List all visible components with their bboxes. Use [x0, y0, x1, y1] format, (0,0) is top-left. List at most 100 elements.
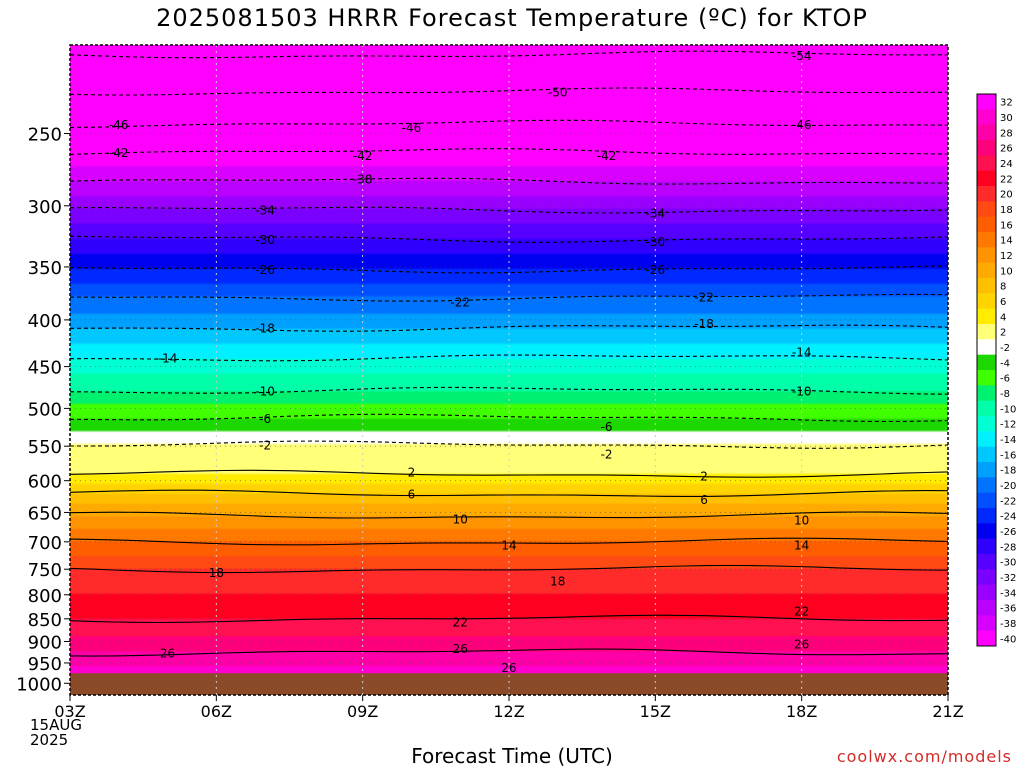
colorbar-swatch — [977, 569, 996, 586]
colorbar-swatch — [977, 630, 996, 647]
isotherm-line — [69, 87, 948, 96]
y-tick-label: 900 — [28, 632, 62, 653]
contour-label: -42 — [109, 146, 129, 160]
colorbar-label: -10 — [1000, 404, 1016, 415]
colorbar-label: 6 — [1000, 297, 1006, 308]
colorbar-swatch — [977, 324, 996, 340]
isotherm-line — [69, 614, 949, 624]
contour-label: -46 — [792, 118, 812, 132]
x-tick-label: 21Z — [932, 702, 963, 721]
colorbar-swatch — [977, 232, 996, 248]
colorbar-swatch — [977, 462, 996, 478]
colorbar-label: 16 — [1000, 220, 1013, 231]
contour-label: -42 — [597, 149, 617, 163]
contour-label: -10 — [792, 385, 812, 399]
colorbar-swatch — [977, 278, 996, 294]
colorbar-label: -26 — [1000, 527, 1016, 538]
colorbar-label: 28 — [1000, 128, 1013, 139]
x-tick-label: 15Z — [640, 702, 671, 721]
isotherm-line — [69, 324, 949, 332]
colorbar-swatch — [977, 446, 996, 463]
y-tick-label: 700 — [28, 533, 62, 554]
colorbar-label: 8 — [1000, 282, 1006, 293]
colorbar-swatch — [977, 247, 996, 264]
contour-label: 14 — [501, 539, 516, 553]
contour-label: -14 — [792, 345, 812, 359]
y-tick-label: 600 — [28, 472, 62, 493]
colorbar-swatch — [977, 477, 996, 494]
isotherm-line — [69, 119, 949, 128]
y-tick-label: 550 — [28, 437, 62, 458]
isotherm-line — [69, 235, 949, 243]
contour-label: -6 — [259, 412, 271, 426]
colorbar-swatch — [977, 416, 996, 432]
colorbar-swatch — [977, 492, 996, 509]
y-tick-label: 250 — [28, 124, 62, 145]
contour-label: -6 — [601, 420, 613, 434]
contour-label: 18 — [209, 566, 224, 580]
chart-title: 2025081503 HRRR Forecast Temperature (ºC… — [156, 4, 868, 32]
colorbar-label: -16 — [1000, 450, 1016, 461]
contour-label: -10 — [255, 385, 275, 399]
isotherm-line — [69, 413, 949, 423]
colorbar-label: -24 — [1000, 512, 1016, 523]
contour-label: 26 — [453, 642, 468, 656]
colorbar-label: -36 — [1000, 604, 1016, 615]
colorbar-label: 14 — [1000, 236, 1013, 247]
colorbar-label: -20 — [1000, 481, 1016, 492]
y-tick-label: 300 — [28, 197, 62, 218]
y-tick-label: 350 — [28, 258, 62, 279]
contour-label: -50 — [548, 86, 568, 100]
isotherm-line — [70, 440, 949, 449]
ground-area — [70, 673, 948, 695]
y-tick-label: 500 — [28, 399, 62, 420]
colorbar-label: -38 — [1000, 619, 1016, 630]
colorbar-swatch — [977, 109, 996, 126]
contour-label: 22 — [794, 604, 809, 618]
y-tick-label: 450 — [28, 358, 62, 379]
contour-label: -42 — [353, 149, 373, 163]
colorbar-swatch — [977, 370, 996, 386]
contour-label: 18 — [550, 575, 565, 589]
contour-label: -26 — [646, 263, 666, 277]
contour-label: -30 — [646, 235, 666, 249]
contour-label: -2 — [601, 447, 613, 461]
isotherm-line — [69, 354, 949, 362]
contour-labels: -54 -50 -46 -46 -46 -42 -42 -42 -38 -34 -34 -30 -30 -… — [109, 49, 811, 675]
colorbar-label: -12 — [1000, 420, 1016, 431]
colorbar-swatch — [977, 94, 996, 110]
isotherm-line — [69, 489, 949, 497]
colorbar-label: 2 — [1000, 328, 1006, 339]
contour-label: 10 — [794, 514, 809, 528]
isotherm-line — [69, 265, 949, 274]
credit-link[interactable]: coolwx.com/models — [836, 747, 1012, 766]
colorbar-swatch — [977, 508, 996, 524]
contour-label: -26 — [255, 263, 275, 277]
colorbar-swatch — [977, 615, 996, 632]
contour-label: -34 — [255, 204, 275, 218]
date-year: 2025 — [30, 731, 69, 749]
y-tick-label: 750 — [28, 560, 62, 581]
isotherm-line — [69, 148, 949, 155]
date-day: 15AUG — [30, 716, 82, 734]
colorbar-swatch — [977, 170, 996, 187]
colorbar-swatch — [977, 354, 996, 371]
contour-label: -46 — [402, 121, 422, 135]
colorbar-label: 24 — [1000, 159, 1013, 170]
colorbar-swatch — [977, 186, 996, 202]
colorbar-label: 22 — [1000, 174, 1013, 185]
colorbar-swatch — [977, 293, 996, 310]
colorbar-swatch — [977, 600, 996, 616]
colorbar-swatch — [977, 308, 996, 325]
isotherm-line — [69, 537, 949, 546]
y-tick-label: 1000 — [16, 674, 62, 695]
colorbar-swatch — [977, 523, 996, 540]
contour-label: 22 — [453, 616, 468, 630]
contour-label: 26 — [501, 661, 516, 675]
contour-label: -30 — [255, 233, 275, 247]
colorbar-label: 10 — [1000, 266, 1013, 277]
colorbar-label: -40 — [1000, 634, 1016, 645]
colorbar-label: 26 — [1000, 144, 1013, 155]
x-tick-label: 12Z — [493, 702, 524, 721]
